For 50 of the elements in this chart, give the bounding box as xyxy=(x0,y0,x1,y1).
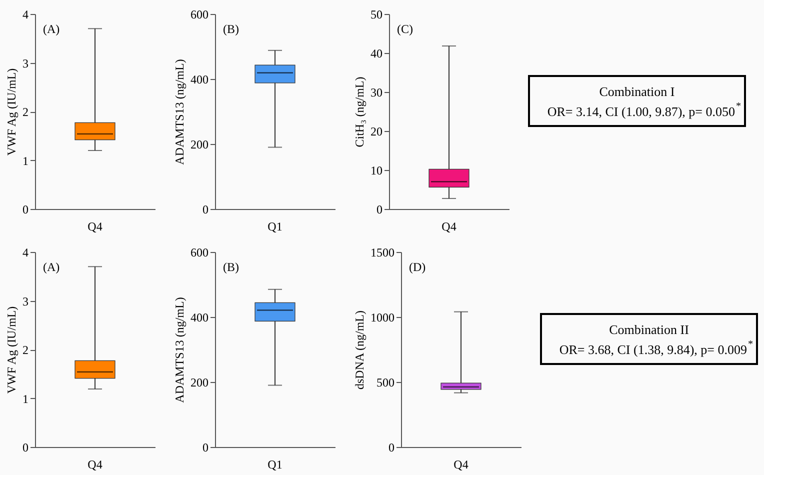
y-tick-label: 200 xyxy=(190,138,208,152)
y-tick-label: 0 xyxy=(22,202,28,216)
text: OR= 3.14, CI (1.00, 9.87), p= 0.050* xyxy=(547,101,741,119)
y-tick-label: 0 xyxy=(202,202,208,216)
x-tick-label: Q4 xyxy=(88,220,102,234)
y-tick-label: 40 xyxy=(370,46,382,60)
y-axis-title: ADAMTS13 (ng/mL) xyxy=(172,297,186,403)
y-tick-label: 10 xyxy=(370,164,382,178)
annotation: (B) xyxy=(223,260,239,274)
y-tick-label: 0 xyxy=(22,440,28,454)
y-tick-label: 1000 xyxy=(370,310,394,324)
annotation: (D) xyxy=(409,260,426,274)
y-tick-label: 4 xyxy=(22,8,28,22)
y-axis-title: CitH₃ (ng/mL) xyxy=(352,76,366,148)
y-tick-label: 4 xyxy=(22,246,28,260)
y-tick-label: 0 xyxy=(202,440,208,454)
x-tick-label: Q4 xyxy=(88,458,102,472)
y-tick-label: 1 xyxy=(22,154,28,168)
annotation: (A) xyxy=(43,22,60,36)
y-tick-label: 2 xyxy=(22,105,28,119)
y-tick-label: 600 xyxy=(190,246,208,260)
y-tick-label: 200 xyxy=(190,376,208,390)
y-tick-label: 20 xyxy=(370,124,382,138)
text: Combination I xyxy=(599,84,675,99)
y-axis-title: VWF Ag (IU/mL) xyxy=(4,68,18,156)
text: Combination II xyxy=(609,322,689,337)
y-tick-label: 2 xyxy=(22,343,28,357)
y-tick-label: 3 xyxy=(22,56,28,70)
annotation: (B) xyxy=(223,22,239,36)
y-axis-title: ADAMTS13 (ng/mL) xyxy=(172,59,186,165)
y-tick-label: 3 xyxy=(22,294,28,308)
y-tick-label: 400 xyxy=(190,72,208,86)
y-tick-label: 500 xyxy=(376,376,394,390)
annotation: (C) xyxy=(397,22,413,36)
y-tick-label: 1 xyxy=(22,392,28,406)
y-axis-title: dsDNA (ng/mL) xyxy=(352,310,366,390)
x-tick-label: Q4 xyxy=(442,220,456,234)
y-tick-label: 600 xyxy=(190,8,208,22)
y-tick-label: 30 xyxy=(370,86,382,100)
y-tick-label: 0 xyxy=(376,202,382,216)
x-tick-label: Q4 xyxy=(454,458,468,472)
y-tick-label: 0 xyxy=(388,440,394,454)
x-tick-label: Q1 xyxy=(268,220,282,234)
y-tick-label: 50 xyxy=(370,8,382,22)
x-tick-label: Q1 xyxy=(268,458,282,472)
annotation: (A) xyxy=(43,260,60,274)
text: OR= 3.68, CI (1.38, 9.84), p= 0.009* xyxy=(559,339,753,357)
y-axis-title: VWF Ag (IU/mL) xyxy=(4,306,18,394)
y-tick-label: 400 xyxy=(190,310,208,324)
y-tick-label: 1500 xyxy=(370,246,394,260)
